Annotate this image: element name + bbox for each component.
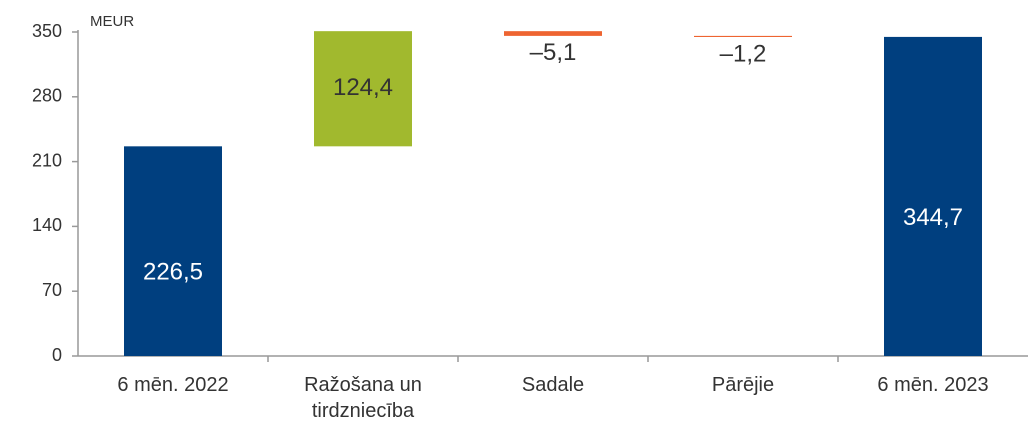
unit-label: MEUR — [90, 13, 134, 30]
y-tick-label: 280 — [32, 86, 62, 106]
bar — [314, 31, 412, 147]
value-label: 124,4 — [333, 74, 393, 101]
value-label: 344,7 — [903, 204, 963, 231]
x-tick-label: Pārējie — [711, 374, 775, 396]
y-tick-label: 350 — [32, 21, 62, 41]
value-label: –1,2 — [720, 40, 767, 67]
bar — [884, 36, 982, 357]
x-tick-label: Ražošana un tirdzniecība — [304, 374, 422, 422]
x-tick-label: 6 mēn. 2022 — [117, 374, 229, 396]
bar — [504, 31, 602, 36]
value-label: 226,5 — [143, 259, 203, 286]
y-tick-label: 0 — [52, 345, 62, 365]
x-tick-label: Sadale — [521, 374, 585, 396]
value-label: –5,1 — [530, 39, 577, 66]
y-tick-label: 210 — [32, 150, 62, 170]
bar — [124, 146, 222, 356]
y-tick-label: 140 — [32, 215, 62, 235]
bar — [694, 35, 792, 37]
y-tick-label: 70 — [42, 280, 62, 300]
x-tick-label: 6 mēn. 2023 — [877, 374, 989, 396]
